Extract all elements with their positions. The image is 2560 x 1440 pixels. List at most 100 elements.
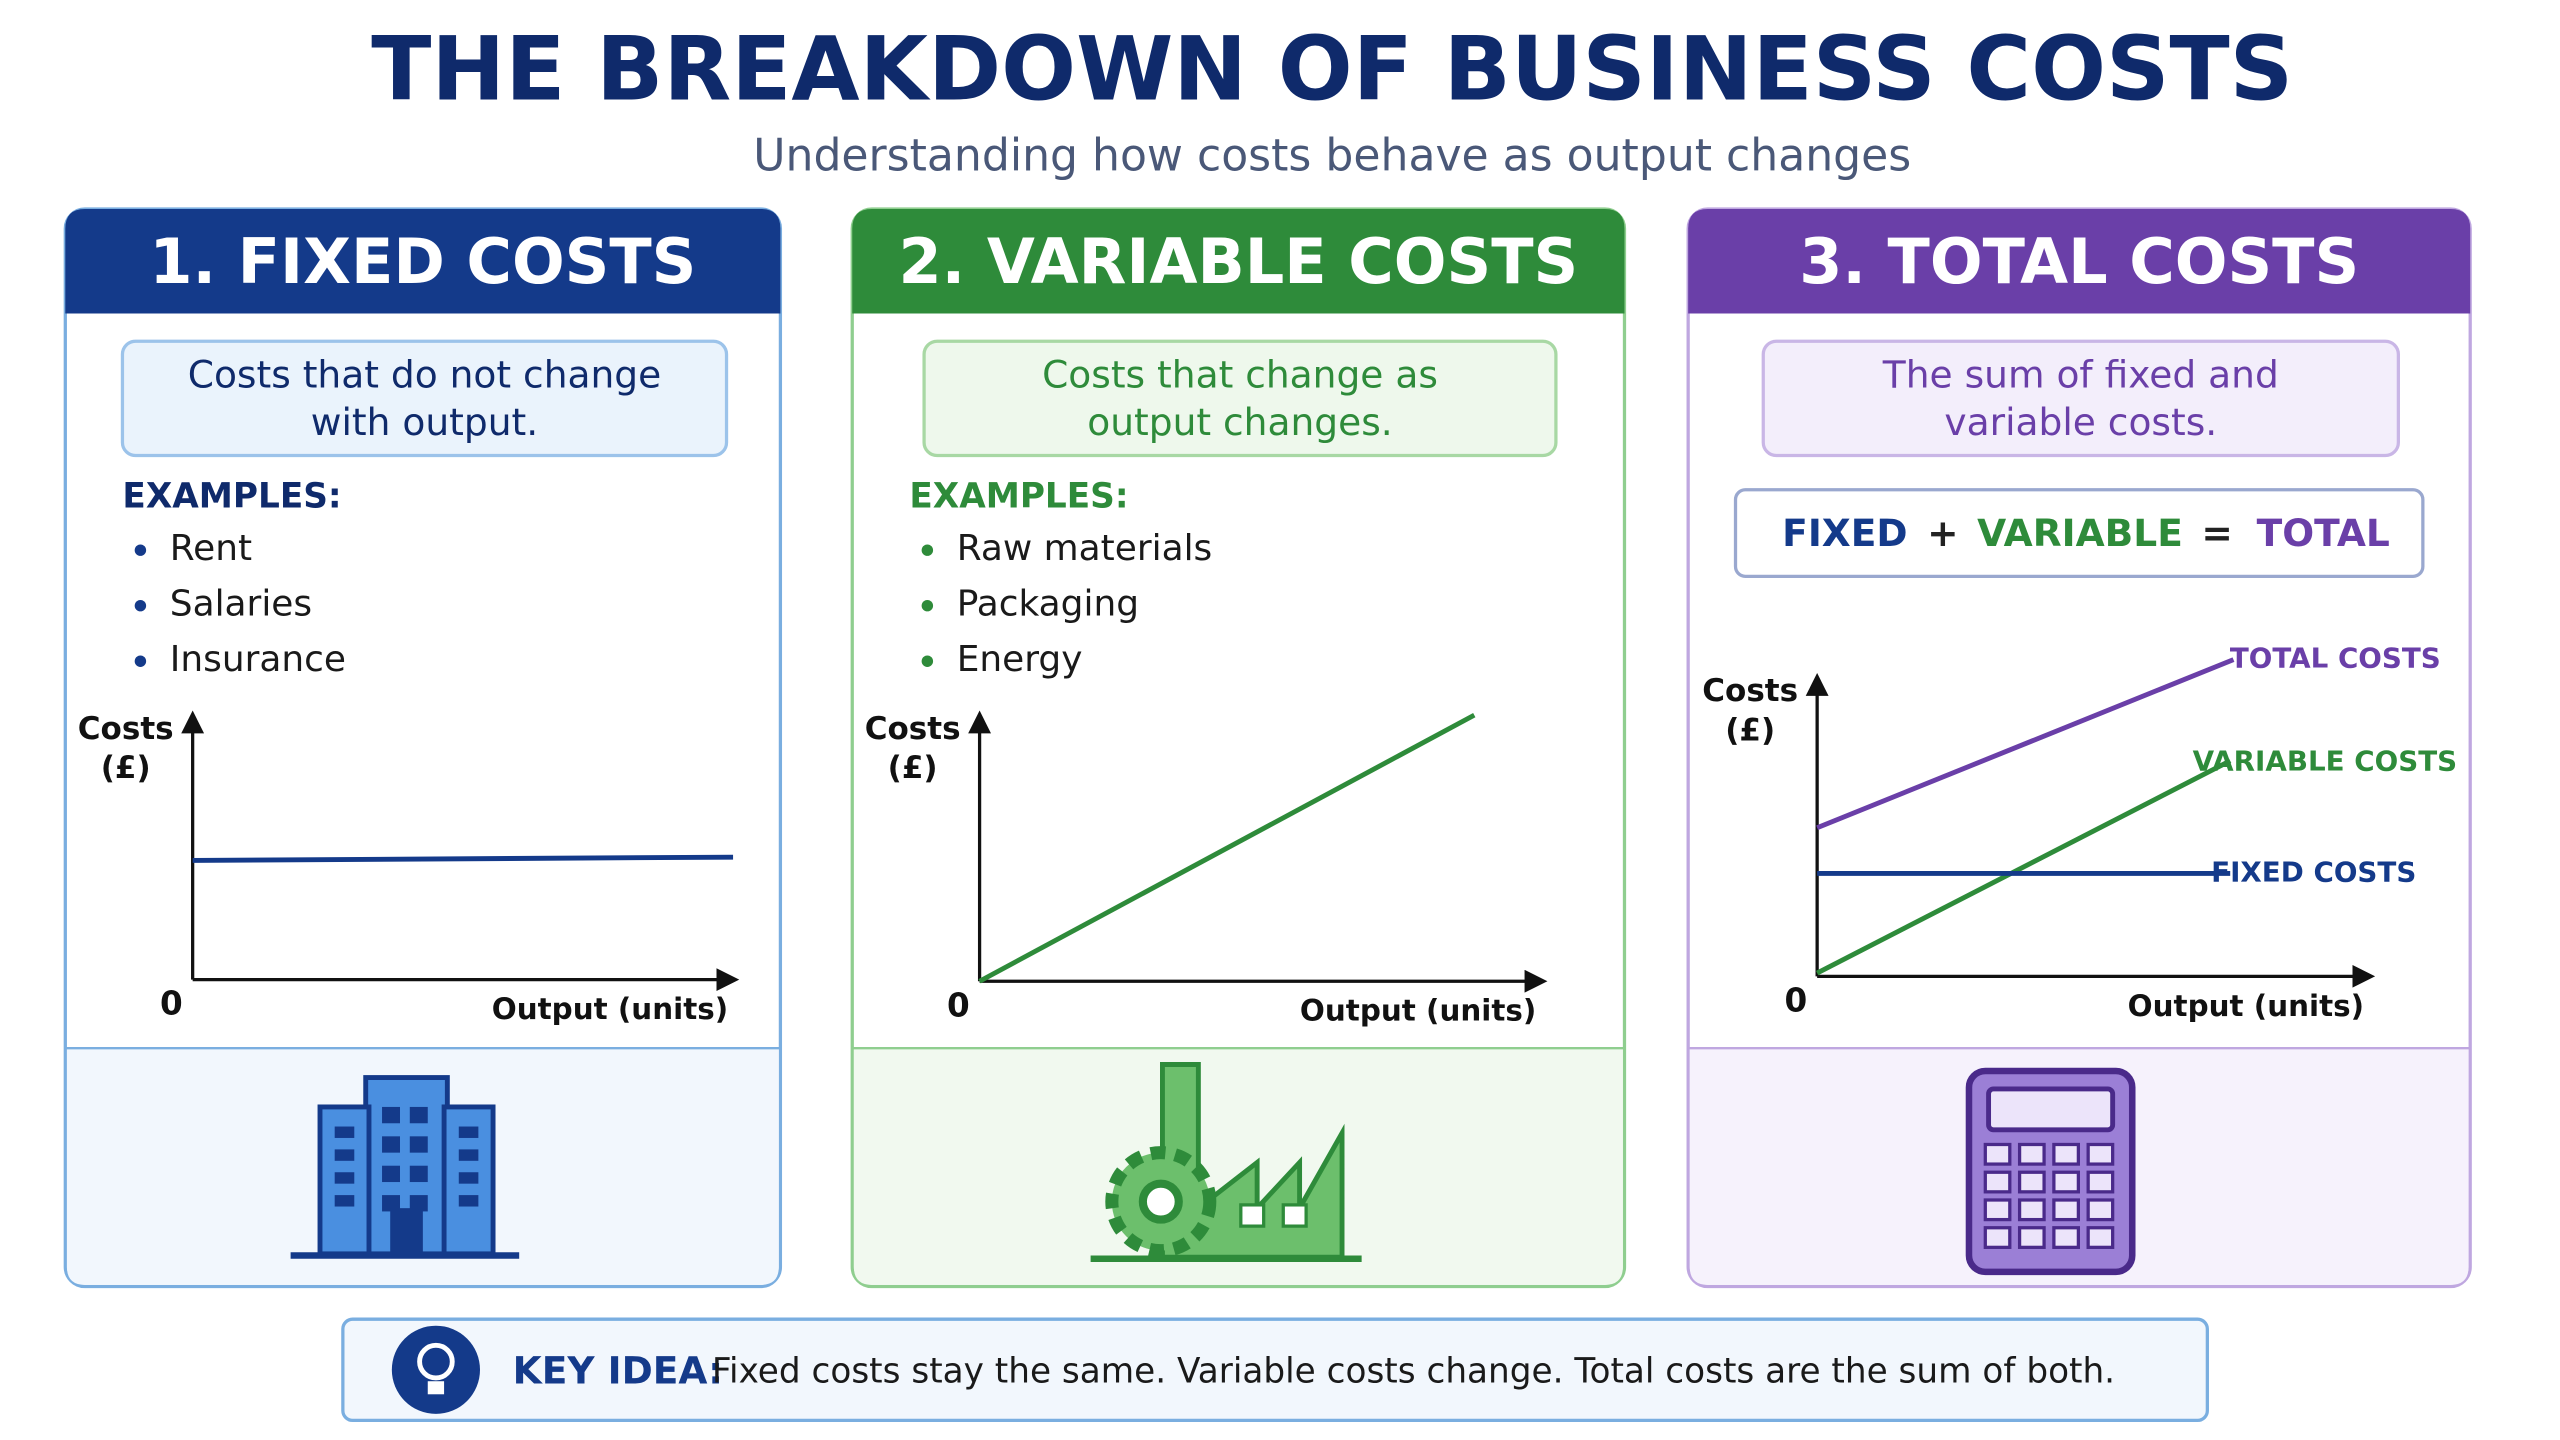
calculator-key bbox=[2086, 1198, 2115, 1222]
line-label: VARIABLE COSTS bbox=[2193, 744, 2458, 777]
window bbox=[382, 1106, 400, 1124]
panel-footer bbox=[853, 1048, 1623, 1285]
window bbox=[382, 1136, 400, 1153]
bullet bbox=[134, 655, 147, 667]
panel-header bbox=[852, 208, 1625, 314]
variable-cost-line bbox=[1816, 758, 2232, 976]
definition-text: with output. bbox=[311, 400, 538, 444]
equation-box bbox=[1733, 488, 2425, 578]
equation-plus: + bbox=[1927, 511, 1958, 555]
calculator-key bbox=[2017, 1170, 2046, 1194]
x-axis-label: Output (units) bbox=[2128, 989, 2364, 1023]
window bbox=[409, 1195, 428, 1212]
calculator-key bbox=[2052, 1170, 2080, 1194]
window bbox=[1281, 1203, 1308, 1228]
bullet bbox=[921, 600, 934, 612]
factory-icon bbox=[1090, 1062, 1362, 1263]
title: THE BREAKDOWN OF BUSINESS COSTS bbox=[371, 18, 2293, 121]
equation-variable: VARIABLE bbox=[1977, 511, 2183, 555]
examples-label: EXAMPLES: bbox=[909, 476, 1128, 516]
line-label: TOTAL COSTS bbox=[2230, 642, 2441, 675]
calculator-key bbox=[1983, 1198, 2012, 1222]
calculator-key bbox=[1983, 1142, 2012, 1166]
definition-text: Costs that change as bbox=[1042, 353, 1438, 397]
calculator-key bbox=[2052, 1198, 2080, 1222]
definition-text: output changes. bbox=[1087, 400, 1392, 444]
origin-label: 0 bbox=[1785, 981, 1808, 1019]
window bbox=[409, 1106, 428, 1124]
example-item: Raw materials bbox=[957, 528, 1213, 569]
y-axis-label: (£) bbox=[101, 750, 151, 786]
calculator-icon bbox=[1965, 1067, 2136, 1276]
y-axis-label: (£) bbox=[888, 750, 938, 786]
definition-box bbox=[1761, 339, 2401, 458]
example-item: Insurance bbox=[170, 639, 346, 680]
calculator-key bbox=[1983, 1226, 2012, 1249]
calculator-key bbox=[2086, 1170, 2115, 1194]
bullet bbox=[921, 655, 934, 667]
subtitle: Understanding how costs behave as output… bbox=[753, 130, 1911, 181]
example-item: Energy bbox=[957, 639, 1083, 680]
calculator-key bbox=[2086, 1142, 2115, 1166]
definition-box bbox=[120, 339, 729, 458]
definition-text: The sum of fixed and bbox=[1882, 353, 2279, 397]
total-cost-line bbox=[1816, 657, 2235, 831]
y-axis-label: Costs bbox=[865, 711, 961, 747]
window bbox=[334, 1172, 355, 1184]
definition-text: variable costs. bbox=[1944, 400, 2217, 444]
key-idea-label: KEY IDEA: bbox=[513, 1349, 724, 1393]
calculator-key bbox=[2086, 1226, 2115, 1249]
window bbox=[458, 1195, 479, 1207]
line-label: FIXED COSTS bbox=[2211, 855, 2416, 888]
origin-label: 0 bbox=[160, 985, 183, 1023]
bullet bbox=[921, 544, 934, 556]
panel-header bbox=[1688, 208, 2471, 314]
bulb-circle bbox=[391, 1325, 480, 1414]
y-axis-label: Costs bbox=[1702, 673, 1798, 709]
calculator-screen bbox=[1986, 1086, 2116, 1133]
equation-total: TOTAL bbox=[2257, 511, 2390, 555]
calculator-key bbox=[2017, 1226, 2046, 1249]
key-idea-box bbox=[341, 1317, 2209, 1423]
definition-box bbox=[922, 339, 1558, 458]
door bbox=[390, 1208, 423, 1254]
calculator-key bbox=[1983, 1170, 2012, 1194]
panel-heading: 1. FIXED COSTS bbox=[149, 225, 696, 298]
window bbox=[458, 1172, 479, 1184]
calculator-key bbox=[2052, 1142, 2080, 1166]
window bbox=[458, 1149, 479, 1161]
x-axis-label: Output (units) bbox=[492, 992, 728, 1026]
panel-header bbox=[65, 208, 781, 314]
example-item: Salaries bbox=[170, 584, 312, 625]
fixed-cost-line bbox=[192, 854, 734, 863]
calculator-key bbox=[2017, 1198, 2046, 1222]
equation-fixed: FIXED bbox=[1782, 511, 1907, 555]
bullet bbox=[134, 600, 147, 612]
window bbox=[334, 1149, 355, 1161]
building-icon bbox=[290, 1075, 520, 1259]
window bbox=[458, 1126, 479, 1138]
panel-heading: 2. VARIABLE COSTS bbox=[899, 225, 1579, 298]
key-idea-text: Fixed costs stay the same. Variable cost… bbox=[712, 1352, 2115, 1392]
window bbox=[334, 1126, 355, 1138]
window bbox=[1239, 1203, 1266, 1228]
calculator-key bbox=[2052, 1226, 2080, 1249]
equation-equals: = bbox=[2201, 511, 2232, 555]
definition-text: Costs that do not change bbox=[188, 353, 662, 397]
examples-label: EXAMPLES: bbox=[122, 476, 341, 516]
window bbox=[382, 1165, 400, 1183]
window bbox=[409, 1165, 428, 1183]
window bbox=[409, 1136, 428, 1153]
example-item: Rent bbox=[170, 528, 252, 569]
variable-cost-line bbox=[978, 712, 1476, 984]
y-axis-label: Costs bbox=[78, 711, 174, 747]
calculator-key bbox=[2017, 1142, 2046, 1166]
bullet bbox=[134, 544, 147, 556]
bulb bbox=[417, 1342, 455, 1381]
window bbox=[334, 1195, 355, 1207]
example-item: Packaging bbox=[957, 584, 1139, 625]
panel-heading: 3. TOTAL COSTS bbox=[1799, 225, 2359, 298]
origin-label: 0 bbox=[947, 986, 970, 1024]
